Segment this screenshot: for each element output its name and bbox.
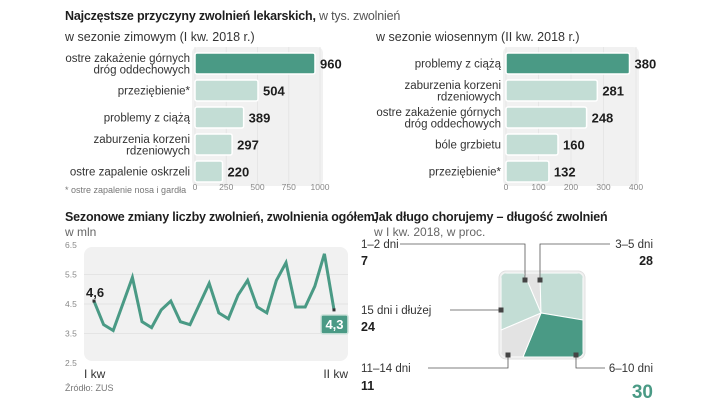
winter-value-label: 297 — [237, 138, 259, 153]
line-series-zwolnienia — [92, 253, 336, 333]
winter-category-label: przeziębienie* — [118, 86, 191, 98]
spring-value-label: 281 — [602, 84, 624, 99]
pie-slice — [539, 273, 583, 321]
pie-leader-marker — [522, 277, 528, 283]
x-label-end: II kw — [323, 367, 348, 381]
winter-x-tick-label: 500 — [250, 182, 264, 192]
spring-x-tick-label: 200 — [564, 182, 578, 192]
winter-bar — [194, 79, 259, 102]
end-value-label: 4,3 — [325, 317, 343, 332]
spring-bar — [505, 106, 588, 129]
winter-value-label: 960 — [320, 57, 342, 72]
spring-bar-chart: 0 100 200 300 400 380 problemy z ciążą 281 zabur… — [360, 45, 721, 195]
spring-bar — [505, 52, 631, 75]
spring-bars-svg: 0 100 200 300 400 380 problemy z ciążą 281 zabur… — [376, 47, 657, 192]
winter-bar-chart: 0 250 500 750 1000 960 ostre zakażenie górnych… — [0, 45, 360, 195]
spring-category-label: ostre zakażenie górnych dróg oddechowych — [376, 107, 501, 131]
winter-category-label: ostre zapalenie oskrzeli — [70, 167, 190, 179]
pie-chart-subtitle: w I kw. 2018, w proc. — [374, 225, 486, 239]
line-y-tick-label: 5.5 — [65, 270, 77, 280]
pie-category-label: 3–5 dni — [615, 239, 653, 251]
line-y-tick-label: 6.5 — [65, 240, 77, 250]
spring-x-tick-label: 100 — [531, 182, 545, 192]
winter-value-label: 389 — [249, 111, 271, 126]
spring-value-label: 380 — [635, 57, 657, 72]
winter-x-tick-label: 750 — [282, 182, 296, 192]
pie-leader-line — [539, 243, 610, 280]
pie-value-label: 7 — [361, 254, 368, 268]
main-title-bold: Najczęstsze przyczyny zwolnień lekarskic… — [65, 9, 316, 23]
end-marker — [332, 308, 336, 312]
pie-leader-line — [575, 355, 605, 369]
line-chart-title: Sezonowe zmiany liczby zwolnień, zwolnie… — [65, 210, 378, 224]
winter-x-tick-label: 250 — [219, 182, 233, 192]
winter-chart-title: w sezonie zimowym (I kw. 2018 r.) — [65, 30, 255, 44]
pie-leader-line — [428, 355, 509, 369]
winter-value-label: 504 — [263, 84, 285, 99]
pie-chart: 1–2 dni 7 3–5 dni 28 6–10 dni 30 11–14 dni 11 15… — [361, 239, 653, 403]
spring-value-label: 248 — [592, 111, 614, 126]
source-note: Źródło: ZUS — [65, 383, 114, 393]
end-value-badge — [320, 314, 349, 335]
winter-bar — [194, 133, 233, 156]
spring-bar — [505, 160, 550, 183]
pie-value-label: 24 — [361, 320, 375, 334]
pie-leader-marker — [537, 277, 543, 283]
pie-category-label: 11–14 dni — [361, 363, 411, 375]
pie-value-label: 30 — [632, 382, 653, 403]
start-value-label: 4,6 — [86, 285, 104, 300]
spring-x-tick-label: 0 — [504, 182, 509, 192]
spring-bar — [505, 79, 599, 102]
main-title: Najczęstsze przyczyny zwolnień lekarskic… — [65, 9, 400, 23]
winter-footnote: * ostre zapalenie nosa i gardła — [65, 185, 187, 195]
pie-category-label: 1–2 dni — [361, 239, 399, 251]
winter-x-tick-label: 0 — [193, 182, 198, 192]
pie-slice — [501, 273, 542, 331]
spring-value-label: 160 — [563, 138, 585, 153]
spring-x-tick-label: 400 — [629, 182, 643, 192]
pie-leader-marker — [573, 352, 579, 358]
spring-category-label: zaburzenia korzeni rdzeniowych — [404, 80, 501, 104]
pie-chart-title: Jak długo chorujemy – długość zwolnień — [372, 210, 608, 224]
pie-leader-line — [400, 243, 526, 280]
spring-category-label: problemy z ciążą — [415, 59, 502, 71]
winter-x-tick-label: 1000 — [311, 182, 330, 192]
start-marker — [92, 299, 96, 303]
winter-bars-svg: 0 250 500 750 1000 960 ostre zakażenie górnych… — [65, 47, 342, 192]
pie-leader-marker — [505, 352, 511, 358]
line-y-tick-label: 4.5 — [65, 299, 77, 309]
pie-value-label: 28 — [639, 254, 653, 268]
line-chart: 2.5 3.5 4.5 5.5 6.5 4,6 4,3 I kw II kw — [65, 240, 349, 381]
pie-value-label: 11 — [361, 379, 374, 393]
spring-x-tick-label: 300 — [596, 182, 610, 192]
winter-bar — [194, 52, 316, 75]
x-label-start: I kw — [84, 367, 106, 381]
spring-category-label: przeziębienie* — [429, 167, 502, 179]
spring-category-label: bóle grzbietu — [435, 140, 501, 152]
pie-category-label: 6–10 dni — [609, 363, 653, 375]
spring-bar — [505, 133, 559, 156]
line-y-tick-label: 3.5 — [65, 329, 77, 339]
line-y-tick-label: 2.5 — [65, 358, 77, 368]
main-title-unit: w tys. zwolnień — [315, 9, 401, 23]
winter-bar — [194, 106, 245, 129]
winter-category-label: ostre zakażenie górnych dróg oddechowych — [65, 53, 190, 77]
line-chart-unit: w mln — [65, 225, 97, 239]
spring-value-label: 132 — [554, 165, 576, 180]
pie-leader-marker — [498, 307, 504, 313]
pie-category-label: 15 dni i dłużej — [361, 305, 431, 317]
spring-chart-title: w sezonie wiosennym (II kw. 2018 r.) — [376, 30, 580, 44]
winter-category-label: problemy z ciążą — [104, 113, 191, 125]
winter-category-label: zaburzenia korzeni rdzeniowych — [93, 134, 190, 158]
winter-bar — [194, 160, 224, 183]
winter-value-label: 220 — [228, 165, 250, 180]
